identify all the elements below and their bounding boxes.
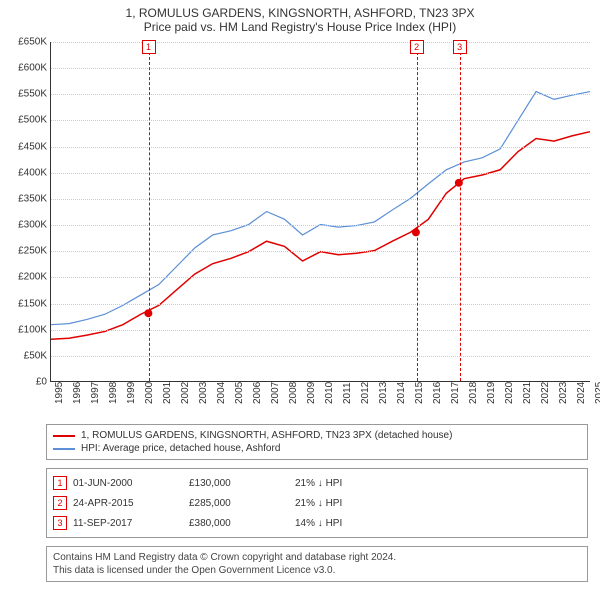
x-axis-label: 2006 <box>252 382 263 404</box>
gridline <box>51 42 590 43</box>
gridline <box>51 251 590 252</box>
legend-item: HPI: Average price, detached house, Ashf… <box>53 442 581 455</box>
x-axis-label: 2019 <box>486 382 497 404</box>
x-axis-label: 2002 <box>180 382 191 404</box>
event-marker-label: 3 <box>453 40 467 54</box>
sale-price: £130,000 <box>189 478 289 489</box>
y-axis-label: £350K <box>3 193 47 204</box>
legend-swatch <box>53 435 75 437</box>
x-axis-label: 2014 <box>396 382 407 404</box>
x-axis-label: 2008 <box>288 382 299 404</box>
sale-delta: 14% ↓ HPI <box>295 518 415 529</box>
x-axis-label: 2005 <box>234 382 245 404</box>
y-axis-label: £500K <box>3 115 47 126</box>
title-block: 1, ROMULUS GARDENS, KINGSNORTH, ASHFORD,… <box>0 0 600 36</box>
x-axis-label: 2023 <box>558 382 569 404</box>
y-axis-label: £100K <box>3 324 47 335</box>
x-axis-label: 2016 <box>432 382 443 404</box>
sale-marker-box: 2 <box>53 496 67 510</box>
y-axis-label: £200K <box>3 272 47 283</box>
legend-label: 1, ROMULUS GARDENS, KINGSNORTH, ASHFORD,… <box>81 430 452 441</box>
y-axis-label: £0 <box>3 377 47 388</box>
sale-row: 3 11-SEP-2017 £380,000 14% ↓ HPI <box>53 513 581 533</box>
legend-swatch <box>53 448 75 450</box>
x-axis-label: 2013 <box>378 382 389 404</box>
gridline <box>51 330 590 331</box>
x-axis-label: 2012 <box>360 382 371 404</box>
gridline <box>51 277 590 278</box>
y-axis-label: £400K <box>3 167 47 178</box>
event-vline <box>149 42 150 381</box>
x-axis-label: 2022 <box>540 382 551 404</box>
y-axis-label: £650K <box>3 37 47 48</box>
x-axis-label: 2007 <box>270 382 281 404</box>
x-axis-label: 2024 <box>576 382 587 404</box>
attribution-line: This data is licensed under the Open Gov… <box>53 564 581 577</box>
y-axis-label: £550K <box>3 89 47 100</box>
gridline <box>51 173 590 174</box>
x-axis-label: 1997 <box>90 382 101 404</box>
series-line <box>51 92 590 325</box>
chart-subtitle: Price paid vs. HM Land Registry's House … <box>0 20 600 34</box>
x-axis-label: 2011 <box>342 382 353 404</box>
x-axis-label: 2009 <box>306 382 317 404</box>
x-axis-label: 2018 <box>468 382 479 404</box>
gridline <box>51 199 590 200</box>
y-axis-label: £600K <box>3 63 47 74</box>
sale-price: £380,000 <box>189 518 289 529</box>
sale-date: 24-APR-2015 <box>73 498 183 509</box>
x-axis-label: 2020 <box>504 382 515 404</box>
chart-title: 1, ROMULUS GARDENS, KINGSNORTH, ASHFORD,… <box>0 6 600 20</box>
x-axis-label: 1998 <box>108 382 119 404</box>
gridline <box>51 356 590 357</box>
y-axis-label: £250K <box>3 246 47 257</box>
sale-delta: 21% ↓ HPI <box>295 498 415 509</box>
gridline <box>51 68 590 69</box>
y-axis-label: £50K <box>3 350 47 361</box>
x-axis-label: 2021 <box>522 382 533 404</box>
x-axis-label: 2001 <box>162 382 173 404</box>
x-axis-label: 2004 <box>216 382 227 404</box>
event-marker-label: 2 <box>410 40 424 54</box>
sale-price: £285,000 <box>189 498 289 509</box>
gridline <box>51 94 590 95</box>
x-axis-label: 1996 <box>72 382 83 404</box>
chart-container: 1, ROMULUS GARDENS, KINGSNORTH, ASHFORD,… <box>0 0 600 590</box>
x-axis-label: 2003 <box>198 382 209 404</box>
series-line <box>51 132 590 340</box>
y-axis-label: £150K <box>3 298 47 309</box>
event-marker-label: 1 <box>142 40 156 54</box>
sale-marker-box: 1 <box>53 476 67 490</box>
sale-date: 11-SEP-2017 <box>73 518 183 529</box>
legend-box: 1, ROMULUS GARDENS, KINGSNORTH, ASHFORD,… <box>46 424 588 460</box>
sales-table: 1 01-JUN-2000 £130,000 21% ↓ HPI 2 24-AP… <box>46 468 588 538</box>
legend-label: HPI: Average price, detached house, Ashf… <box>81 443 280 454</box>
sale-delta: 21% ↓ HPI <box>295 478 415 489</box>
chart-plot-area: £0£50K£100K£150K£200K£250K£300K£350K£400… <box>50 42 590 382</box>
x-axis-label: 1995 <box>54 382 65 404</box>
x-axis-label: 1999 <box>126 382 137 404</box>
attribution-line: Contains HM Land Registry data © Crown c… <box>53 551 581 564</box>
sale-row: 2 24-APR-2015 £285,000 21% ↓ HPI <box>53 493 581 513</box>
gridline <box>51 147 590 148</box>
sale-date: 01-JUN-2000 <box>73 478 183 489</box>
x-axis-label: 2017 <box>450 382 461 404</box>
y-axis-label: £300K <box>3 220 47 231</box>
legend-item: 1, ROMULUS GARDENS, KINGSNORTH, ASHFORD,… <box>53 429 581 442</box>
event-vline <box>417 42 418 381</box>
gridline <box>51 120 590 121</box>
y-axis-label: £450K <box>3 141 47 152</box>
x-axis-label: 2015 <box>414 382 425 404</box>
event-vline <box>460 42 461 381</box>
x-axis-label: 2025 <box>594 382 600 404</box>
gridline <box>51 225 590 226</box>
sale-row: 1 01-JUN-2000 £130,000 21% ↓ HPI <box>53 473 581 493</box>
sale-marker-box: 3 <box>53 516 67 530</box>
x-axis-label: 2010 <box>324 382 335 404</box>
attribution-box: Contains HM Land Registry data © Crown c… <box>46 546 588 582</box>
gridline <box>51 304 590 305</box>
x-axis-label: 2000 <box>144 382 155 404</box>
